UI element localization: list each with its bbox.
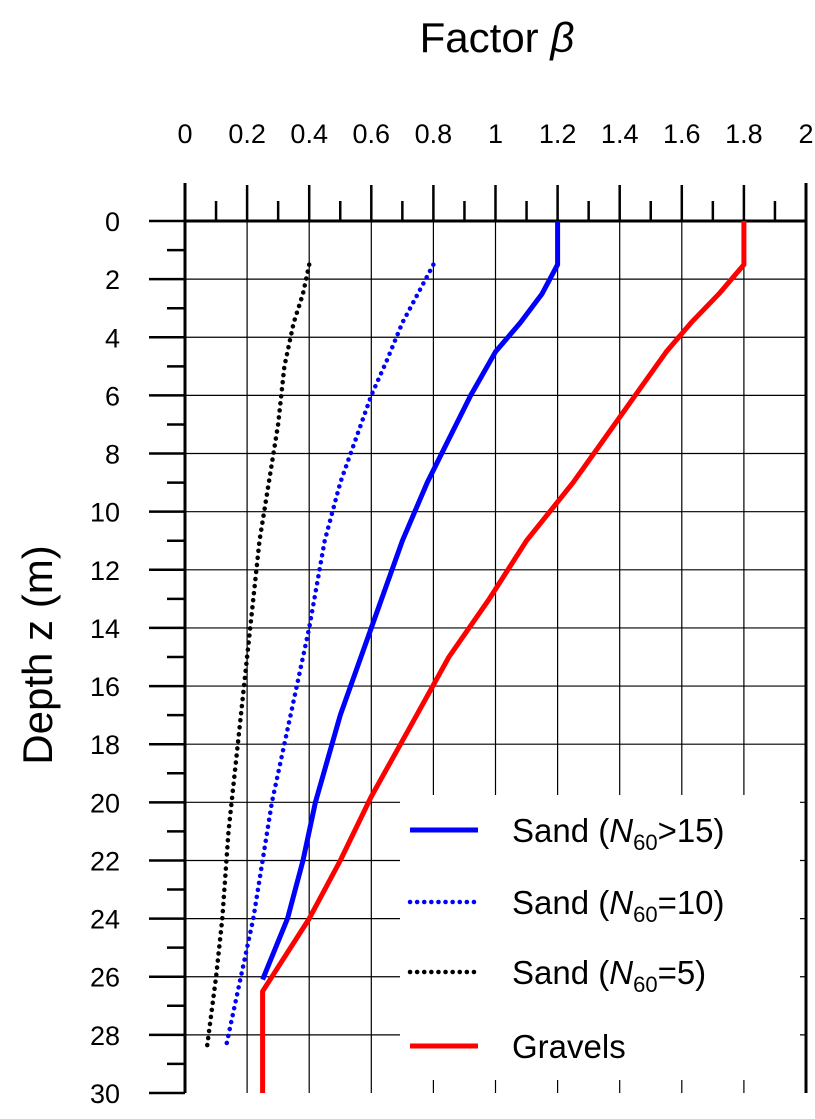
legend: Sand (N60>15) Sand (N60=10) Sand (N60=5) Gr… — [400, 795, 800, 1080]
x-tick-label: 0 — [177, 119, 192, 149]
beta-symbol: β — [548, 14, 574, 61]
x-tick-label: 1 — [488, 119, 503, 149]
x-tick-label: 1.8 — [725, 119, 763, 149]
y-axis-label: Depth z (m) — [14, 545, 61, 764]
y-tick-label: 18 — [90, 730, 120, 760]
legend-label-2: Sand (N60=5) — [512, 954, 706, 997]
x-tick-label: 1.4 — [601, 119, 639, 149]
chart-title: Factor β — [420, 14, 575, 61]
y-tick-label: 24 — [90, 905, 120, 935]
axes — [149, 183, 808, 1095]
series-lines — [204, 221, 747, 1093]
y-tick-label: 2 — [105, 265, 120, 295]
series-line-1 — [223, 262, 436, 1052]
series-line-0 — [260, 221, 561, 981]
x-tick-label: 1.2 — [539, 119, 577, 149]
y-tick-label: 22 — [90, 846, 120, 876]
series-line-3 — [260, 221, 747, 1093]
y-tick-label: 4 — [105, 323, 120, 353]
legend-label-3: Gravels — [512, 1028, 626, 1065]
series-line-2 — [204, 262, 312, 1052]
y-tick-label: 30 — [90, 1079, 120, 1109]
legend-label-0: Sand (N60>15) — [512, 812, 725, 855]
legend-label-1: Sand (N60=10) — [512, 884, 725, 927]
x-tick-labels: 0 0.2 0.4 0.6 0.8 1 1.2 1.4 1.6 1.8 2 — [177, 119, 813, 149]
y-tick-label: 28 — [90, 1021, 120, 1051]
y-tick-label: 10 — [90, 498, 120, 528]
y-tick-label: 14 — [90, 614, 120, 644]
y-tick-label: 0 — [105, 207, 120, 237]
y-tick-label: 8 — [105, 440, 120, 470]
y-tick-label: 6 — [105, 381, 120, 411]
y-tick-label: 26 — [90, 963, 120, 993]
x-tick-label: 2 — [798, 119, 813, 149]
x-tick-label: 0.8 — [415, 119, 453, 149]
y-tick-label: 16 — [90, 672, 120, 702]
x-tick-label: 0.2 — [228, 119, 266, 149]
x-tick-label: 1.6 — [663, 119, 701, 149]
y-tick-label: 20 — [90, 788, 120, 818]
x-tick-label: 0.4 — [290, 119, 328, 149]
legend-background — [400, 795, 800, 1080]
x-tick-label: 0.6 — [353, 119, 391, 149]
y-tick-label: 12 — [90, 556, 120, 586]
